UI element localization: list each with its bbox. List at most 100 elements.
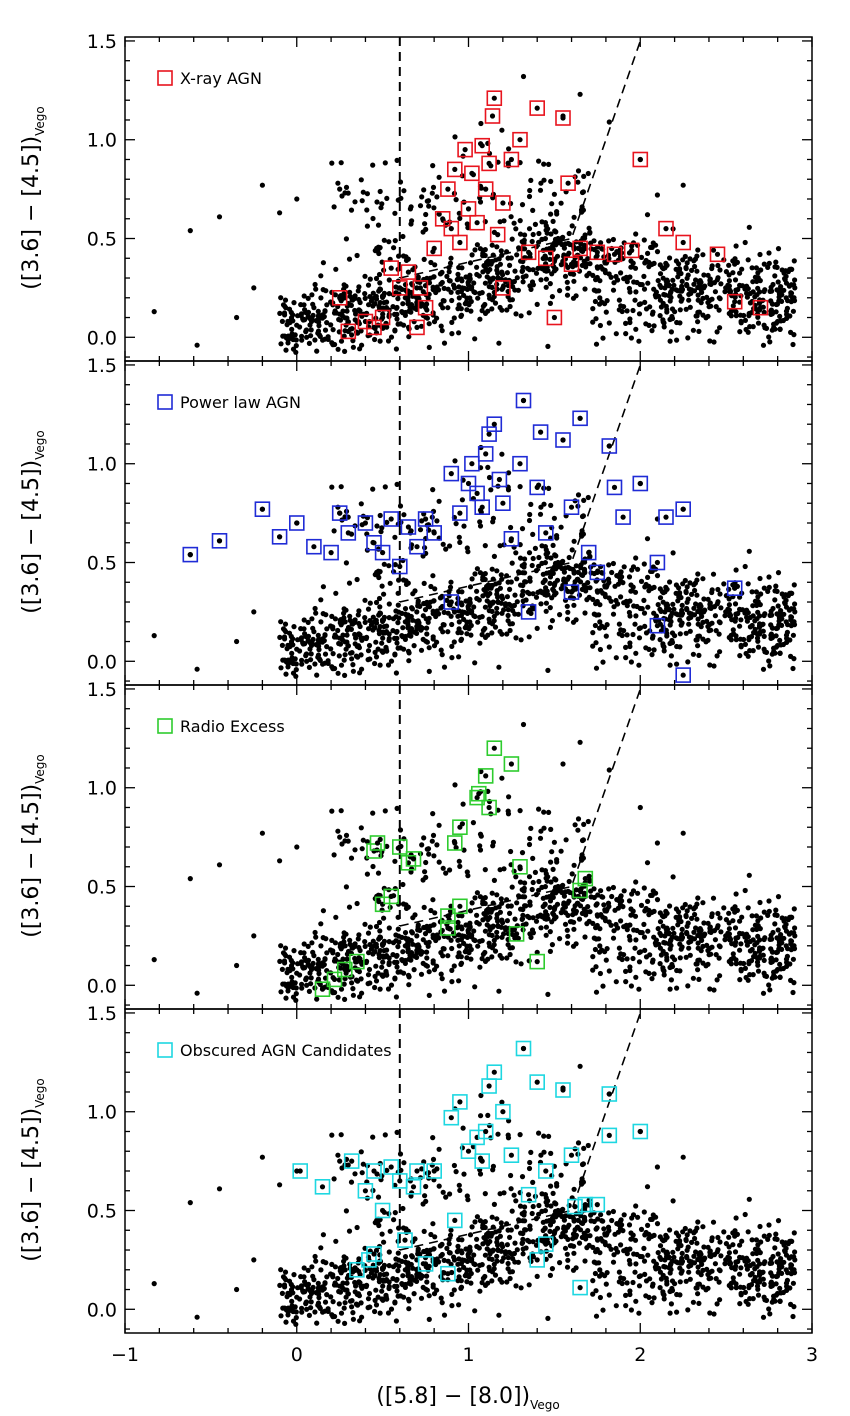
background-point (695, 284, 701, 291)
background-point (513, 311, 519, 317)
background-point (638, 902, 645, 909)
background-point (309, 940, 315, 946)
background-point (744, 618, 751, 624)
highlighted-marker (383, 888, 400, 905)
background-point (522, 232, 528, 238)
background-point (380, 973, 386, 979)
background-point (411, 643, 417, 649)
background-point (779, 622, 785, 629)
background-point (303, 977, 309, 983)
background-point (402, 930, 409, 936)
background-point (683, 912, 689, 919)
background-point (424, 846, 430, 852)
background-point (735, 934, 741, 941)
background-point (367, 600, 373, 606)
background-point (400, 625, 406, 631)
background-point (772, 1245, 778, 1251)
background-point (324, 644, 330, 650)
background-point (342, 672, 348, 679)
highlighted-point (380, 550, 386, 556)
highlighted-point (277, 534, 283, 540)
background-point (717, 325, 723, 331)
background-point (775, 1251, 781, 1257)
background-point (394, 311, 400, 317)
background-point (653, 294, 659, 300)
background-point (377, 610, 384, 617)
background-point (550, 866, 556, 873)
background-point (756, 300, 763, 306)
background-point (374, 523, 380, 529)
background-point (742, 965, 749, 972)
background-point (408, 289, 414, 296)
background-point (581, 242, 588, 248)
background-point (633, 1261, 639, 1267)
background-point (282, 297, 289, 303)
background-point (384, 843, 390, 850)
background-point (329, 808, 335, 814)
background-point (426, 645, 432, 651)
background-point (348, 302, 354, 308)
background-point (283, 347, 289, 353)
background-point (354, 252, 360, 259)
background-point (469, 284, 475, 290)
highlighted-marker (537, 525, 554, 541)
background-point (513, 959, 519, 965)
highlighted-point (474, 220, 480, 226)
background-point (627, 964, 633, 970)
background-point (499, 307, 505, 313)
background-point (517, 1203, 524, 1209)
background-point (352, 847, 358, 853)
background-point (358, 177, 364, 183)
background-point (499, 451, 505, 457)
background-point (655, 278, 661, 284)
background-point (505, 160, 511, 166)
background-point (716, 619, 722, 625)
background-point (400, 557, 406, 564)
background-point (301, 950, 307, 956)
background-point (479, 938, 485, 944)
background-point (755, 968, 762, 974)
background-point (337, 834, 343, 840)
background-point (490, 924, 496, 930)
background-point (475, 295, 481, 301)
background-point (775, 279, 781, 285)
background-point (527, 511, 533, 518)
background-point (441, 1312, 448, 1318)
background-point (309, 292, 315, 298)
background-point (282, 627, 288, 633)
background-point (422, 607, 429, 613)
background-point (649, 976, 655, 982)
background-point (333, 1238, 339, 1244)
background-point (661, 320, 667, 326)
background-point (711, 604, 718, 610)
panel-1: 0.00.51.01.5X-ray AGN (87, 31, 813, 362)
background-point (445, 953, 451, 959)
highlighted-marker (477, 181, 494, 197)
background-point (329, 160, 335, 166)
background-point (490, 843, 496, 849)
background-point (377, 338, 383, 344)
highlighted-point (508, 156, 514, 163)
background-point (423, 962, 429, 968)
selection-line-wedge (399, 688, 642, 927)
background-point (691, 281, 697, 287)
background-point (557, 936, 563, 942)
background-point (386, 277, 392, 283)
background-point (693, 1249, 699, 1255)
background-point (362, 273, 368, 279)
background-point (292, 1304, 298, 1310)
background-point (657, 637, 663, 643)
highlighted-point (452, 840, 458, 846)
background-point (753, 913, 760, 919)
background-point (342, 996, 348, 1003)
highlighted-marker (182, 546, 199, 563)
background-point (300, 316, 306, 322)
highlighted-point (414, 324, 420, 330)
background-point (441, 988, 448, 994)
background-point (677, 941, 683, 947)
background-point (393, 938, 399, 944)
background-point (765, 588, 771, 595)
background-point (636, 625, 642, 632)
background-point (497, 261, 503, 267)
